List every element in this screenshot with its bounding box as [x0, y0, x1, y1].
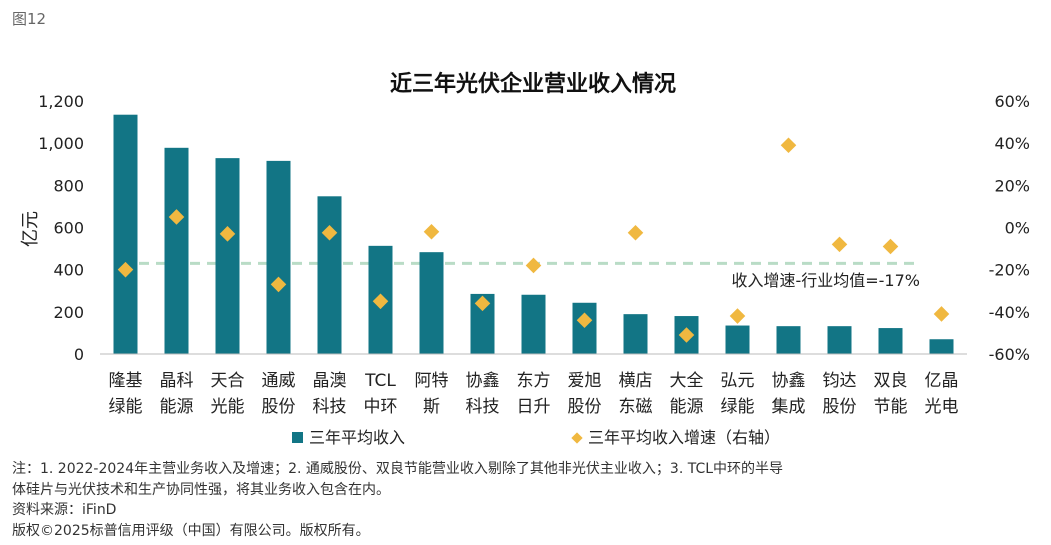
y-tick-label: 800 — [53, 176, 84, 195]
y-tick-label: 1,200 — [38, 92, 84, 111]
x-tick-label: 大全 — [670, 371, 704, 391]
x-tick-label: 协鑫 — [466, 371, 500, 391]
y2-tick-label: 40% — [994, 134, 1030, 153]
x-tick-label: 钧达 — [823, 371, 857, 391]
reference-line-label: 收入增速-行业均值=-17% — [731, 271, 920, 290]
y2-tick-label: 0% — [1005, 219, 1030, 238]
growth-marker — [219, 226, 236, 242]
x-tick-label: 集成 — [772, 397, 806, 417]
bar — [164, 147, 189, 354]
figure-label: 图12 — [12, 10, 47, 28]
legend: 三年平均收入 三年平均收入增速（右轴） — [292, 428, 780, 447]
growth-marker — [627, 224, 644, 241]
x-tick-label: 日升 — [517, 397, 551, 417]
growth-marker — [321, 224, 338, 241]
x-tick-label: 晶科 — [160, 371, 194, 391]
source-note: 资料来源：iFinD — [12, 502, 117, 518]
x-tick-label: 双良 — [874, 371, 908, 391]
y-tick-label: 400 — [53, 261, 84, 280]
bars-group — [113, 114, 954, 355]
x-tick-label: 斯 — [423, 397, 440, 417]
x-tick-label: 东方 — [517, 371, 551, 391]
y-tick-label: 600 — [53, 219, 84, 238]
x-tick-label: 股份 — [823, 397, 857, 417]
y-axis-label: 亿元 — [20, 211, 41, 247]
y2-tick-label: 20% — [994, 176, 1030, 195]
legend-bar-label: 三年平均收入 — [309, 428, 405, 447]
x-tick-label: 弘元 — [721, 371, 755, 391]
x-tick-label: 阿特 — [415, 371, 449, 391]
x-tick-label: 协鑫 — [772, 371, 806, 391]
y-axis-ticks: 1,200 1,000 800 600 400 200 0 — [38, 92, 84, 364]
bar — [827, 326, 852, 354]
bar — [419, 252, 444, 354]
x-tick-label: 天合 — [211, 371, 245, 391]
x-tick-label: 光电 — [925, 397, 959, 417]
bar — [776, 326, 801, 354]
x-tick-label: 股份 — [262, 397, 296, 417]
growth-marker — [525, 257, 542, 274]
growth-marker — [423, 223, 440, 240]
note-line-1: 注：1. 2022-2024年主营业务收入及增速；2. 通威股份、双良节能营业收… — [12, 461, 784, 477]
bar — [317, 196, 342, 354]
x-tick-label: 晶澳 — [313, 371, 347, 391]
y-tick-label: 200 — [53, 303, 84, 322]
bar — [572, 302, 597, 354]
x-tick-label: 绿能 — [721, 397, 755, 417]
copyright-note: 版权©2025标普信用评级（中国）有限公司。版权所有。 — [12, 523, 370, 539]
x-tick-label: 绿能 — [109, 397, 143, 417]
x-tick-label: 隆基 — [109, 371, 143, 391]
bar — [215, 158, 240, 354]
y-tick-label: 0 — [74, 345, 84, 364]
x-axis-labels: 隆基绿能晶科能源天合光能通威股份晶澳科技TCL中环阿特斯协鑫科技东方日升爱旭股份… — [109, 371, 959, 417]
x-tick-label: 科技 — [313, 397, 347, 417]
y2-tick-label: -40% — [989, 303, 1030, 322]
bar — [521, 294, 546, 354]
bar — [113, 114, 138, 355]
y2-tick-label: -60% — [989, 345, 1030, 364]
y2-axis-ticks: 60% 40% 20% 0% -20% -40% -60% — [989, 92, 1030, 364]
chart: 近三年光伏企业营业收入情况 亿元 1,200 1,000 800 600 400 200 0… — [20, 71, 1030, 447]
growth-marker — [729, 308, 746, 324]
growth-marker — [168, 209, 185, 225]
x-tick-label: 光能 — [211, 397, 245, 417]
x-tick-label: 科技 — [466, 397, 500, 417]
x-tick-label: 股份 — [568, 397, 602, 417]
growth-marker — [780, 137, 797, 154]
x-tick-label: TCL — [364, 371, 396, 391]
legend-bar-swatch — [292, 432, 303, 443]
legend-marker-label: 三年平均收入增速（右轴） — [588, 428, 780, 447]
bar — [266, 160, 291, 354]
bar — [725, 325, 750, 354]
growth-marker — [933, 306, 950, 322]
note-line-2: 体硅片与光伏技术和生产协同性强，将其业务收入包含在内。 — [12, 482, 390, 498]
x-tick-label: 能源 — [160, 397, 194, 417]
x-tick-label: 通威 — [262, 371, 296, 391]
growth-marker — [882, 238, 899, 255]
y-tick-label: 1,000 — [38, 134, 84, 153]
y2-tick-label: -20% — [989, 261, 1030, 280]
y2-tick-label: 60% — [994, 92, 1030, 111]
x-tick-label: 爱旭 — [568, 371, 602, 391]
growth-marker — [831, 236, 848, 253]
bar — [878, 328, 903, 354]
chart-title: 近三年光伏企业营业收入情况 — [390, 71, 676, 97]
x-tick-label: 节能 — [874, 397, 908, 417]
x-tick-label: 亿晶 — [925, 371, 959, 391]
bar — [623, 314, 648, 354]
x-tick-label: 横店 — [619, 371, 653, 391]
x-tick-label: 中环 — [364, 397, 398, 417]
bar — [929, 339, 954, 354]
x-tick-label: 东磁 — [619, 397, 653, 417]
legend-marker-swatch — [571, 432, 583, 444]
x-tick-label: 能源 — [670, 397, 704, 417]
